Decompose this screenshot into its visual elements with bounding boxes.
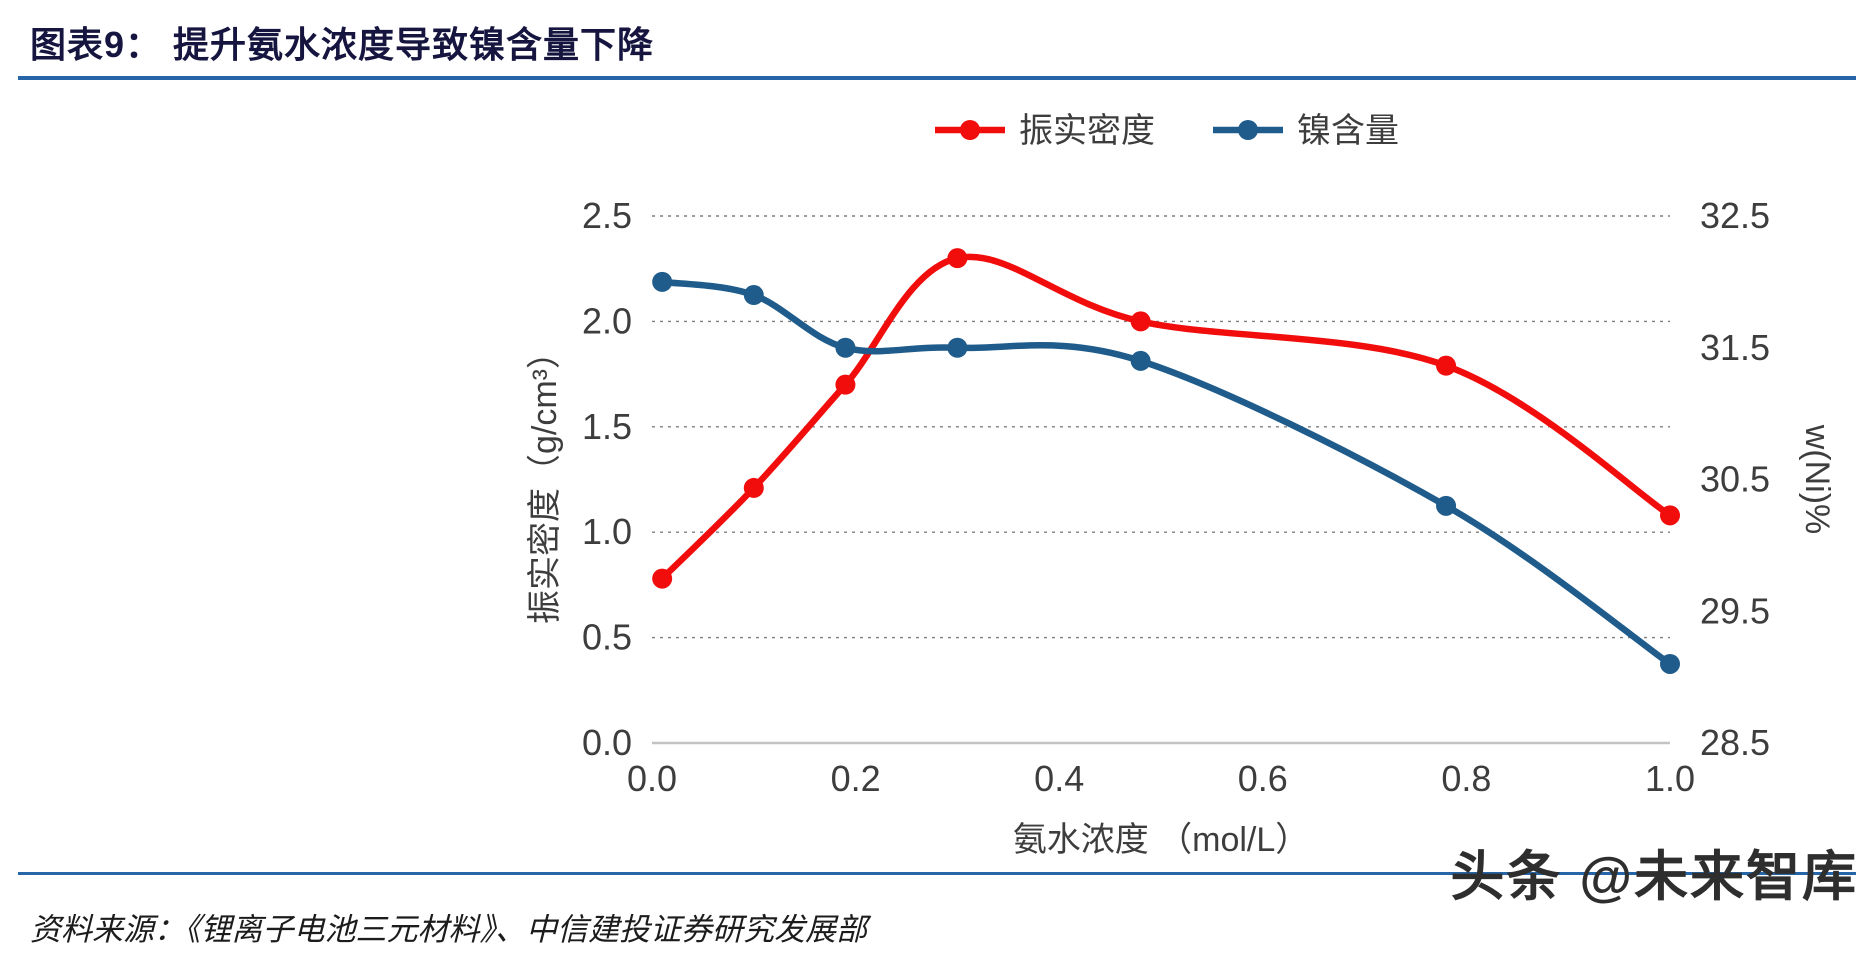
x-axis-title: 氨水浓度 （mol/L） (1013, 821, 1310, 859)
series-point-1 (1660, 653, 1680, 674)
legend-marker-0 (960, 120, 980, 140)
title-divider (18, 76, 1856, 80)
series-point-1 (1436, 495, 1457, 516)
y-tick-label-left: 1.0 (582, 511, 632, 552)
series-point-0 (652, 568, 673, 589)
y-axis-title-left: 振实密度（g/cm³） (526, 335, 564, 624)
series-point-1 (947, 337, 968, 358)
y-tick-label-right: 29.5 (1700, 590, 1770, 631)
figure-title: 图表9： 提升氨水浓度导致镍含量下降 (30, 24, 655, 65)
series-point-1 (1130, 350, 1151, 371)
source-note: 资料来源：《锂离子电池三元材料》、中信建投证券研究发展部 (30, 912, 867, 947)
legend-label-1: 镍含量 (1297, 112, 1399, 150)
series-point-0 (835, 374, 856, 395)
series-point-0 (947, 248, 968, 269)
series-point-0 (1130, 311, 1151, 332)
series-point-0 (1436, 355, 1457, 376)
series-point-0 (743, 477, 764, 498)
y-tick-label-right: 31.5 (1700, 327, 1770, 368)
y-tick-label-left: 2.0 (582, 300, 632, 341)
y-tick-label-right: 32.5 (1700, 195, 1770, 236)
y-tick-label-left: 0.5 (582, 617, 632, 658)
legend-label-0: 振实密度 (1019, 112, 1155, 150)
series-line-1 (658, 278, 1674, 668)
y-axis-title-right: w(Ni)% (1798, 424, 1836, 535)
series-point-1 (652, 271, 673, 292)
legend-marker-1 (1238, 120, 1258, 140)
y-tick-label-right: 30.5 (1700, 459, 1770, 500)
x-tick-label: 0.2 (831, 758, 881, 799)
x-tick-label: 0.4 (1034, 758, 1084, 799)
watermark: 头条 @未来智库 (1450, 847, 1858, 907)
x-tick-label: 1.0 (1645, 758, 1695, 799)
footer-divider (18, 872, 1856, 875)
x-tick-label: 0.0 (627, 758, 677, 799)
x-tick-label: 0.6 (1238, 758, 1288, 799)
series-point-0 (1660, 505, 1680, 526)
y-tick-label-left: 0.0 (582, 722, 632, 763)
x-tick-label: 0.8 (1441, 758, 1491, 799)
series-line-0 (658, 253, 1674, 582)
y-tick-label-left: 2.5 (582, 195, 632, 236)
y-tick-label-right: 28.5 (1700, 722, 1770, 763)
series-point-1 (835, 337, 856, 358)
y-tick-label-left: 1.5 (582, 406, 632, 447)
series-point-1 (743, 285, 764, 306)
